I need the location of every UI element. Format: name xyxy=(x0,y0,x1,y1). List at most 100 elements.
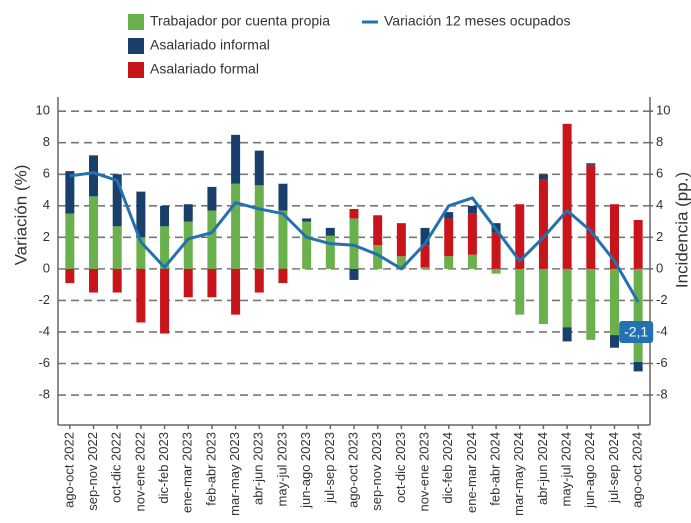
y2-tick-label: -2 xyxy=(656,292,668,307)
line-series xyxy=(69,171,640,303)
y2-tick-label: 8 xyxy=(656,134,663,149)
bar xyxy=(586,164,596,269)
legend-swatch xyxy=(128,38,144,54)
y-tick-label: 4 xyxy=(43,197,50,212)
x-tick-label: mar-may 2024 xyxy=(511,432,526,516)
bar xyxy=(444,256,454,269)
x-tick-label: dic-feb 2023 xyxy=(156,432,171,504)
bar xyxy=(278,210,288,269)
bar xyxy=(89,268,99,293)
legend-label: Trabajador por cuenta propia xyxy=(150,13,330,29)
bar xyxy=(183,204,193,222)
bar xyxy=(633,268,643,362)
x-tick-label: ago-oct 2022 xyxy=(61,432,76,508)
x-tick-label: dic-feb 2024 xyxy=(440,432,455,504)
bar xyxy=(491,232,501,269)
y2-tick-label: -4 xyxy=(656,323,668,338)
legend-swatch xyxy=(128,14,144,30)
bar xyxy=(207,210,217,269)
bar xyxy=(515,204,525,269)
bar xyxy=(112,226,122,269)
x-tick-label: jun-ago 2024 xyxy=(582,432,597,509)
bar xyxy=(609,268,619,336)
x-tick-label: jul-sep 2024 xyxy=(606,432,621,504)
legend-swatch xyxy=(128,62,144,78)
y-tick-label: 0 xyxy=(43,260,50,275)
bar xyxy=(254,185,264,269)
bar xyxy=(515,268,525,315)
y2-tick-label: 6 xyxy=(656,166,663,181)
bar xyxy=(325,235,335,269)
x-tick-label: may-jul 2023 xyxy=(274,432,289,506)
y-tick-label: -4 xyxy=(38,323,50,338)
legend-label: Asalariado informal xyxy=(150,37,270,53)
bar xyxy=(231,134,241,184)
x-tick-label: abr-jun 2023 xyxy=(251,432,266,505)
legend-label: Asalariado formal xyxy=(150,61,259,77)
bar xyxy=(420,245,430,268)
bar xyxy=(65,268,75,284)
y-tick-label: -6 xyxy=(38,355,50,370)
x-tick-label: ago-oct 2023 xyxy=(345,432,360,508)
x-tick-label: nov-ene 2022 xyxy=(132,432,147,512)
y-axis-label: Variación (%) xyxy=(11,165,30,266)
y2-tick-label: 2 xyxy=(656,229,663,244)
bar xyxy=(136,268,146,323)
y-tick-label: 10 xyxy=(36,103,50,118)
value-label-box xyxy=(619,321,654,343)
legend-label: Variación 12 meses ocupados xyxy=(384,13,571,29)
bar xyxy=(467,213,477,255)
y2-tick-label: 0 xyxy=(656,260,663,275)
bar xyxy=(586,163,596,165)
y2-tick-label: 10 xyxy=(656,103,670,118)
bar xyxy=(562,268,572,328)
x-tick-label: ene-mar 2024 xyxy=(464,432,479,513)
bar xyxy=(420,227,430,246)
x-tick-label: abr-jun 2024 xyxy=(535,432,550,505)
y-tick-label: -2 xyxy=(38,292,50,307)
bar xyxy=(444,218,454,257)
bar xyxy=(349,268,359,280)
bar xyxy=(183,221,193,269)
bar xyxy=(444,212,454,219)
y-tick-label: -8 xyxy=(38,386,50,401)
bar xyxy=(396,256,406,269)
bar xyxy=(207,186,217,211)
x-tick-label: jun-ago 2023 xyxy=(298,432,313,509)
bar xyxy=(89,155,99,197)
bar xyxy=(302,218,312,222)
bar xyxy=(420,267,430,269)
bar xyxy=(562,327,572,342)
x-tick-label: sep-nov 2023 xyxy=(369,432,384,511)
bar xyxy=(160,226,170,269)
bar xyxy=(562,123,572,269)
bar xyxy=(278,268,288,284)
bar xyxy=(467,254,477,269)
bar xyxy=(160,205,170,227)
bar xyxy=(231,183,241,269)
bar xyxy=(633,361,643,372)
y-tick-label: 2 xyxy=(43,229,50,244)
bar xyxy=(325,227,335,236)
y2-tick-label: -6 xyxy=(656,355,668,370)
bar xyxy=(396,223,406,257)
x-tick-label: may-jul 2024 xyxy=(559,432,574,506)
y2-tick-label: -8 xyxy=(656,386,668,401)
bar xyxy=(302,221,312,269)
y2-tick-label: 4 xyxy=(656,197,663,212)
y-tick-label: 8 xyxy=(43,134,50,149)
bar xyxy=(538,268,548,325)
value-label: -2,1 xyxy=(624,324,648,340)
bar xyxy=(65,171,75,214)
bar xyxy=(254,150,264,186)
bar xyxy=(538,179,548,269)
x-tick-label: oct-dic 2022 xyxy=(109,432,124,503)
x-tick-label: nov-ene 2023 xyxy=(416,432,431,512)
x-tick-label: jul-sep 2023 xyxy=(322,432,337,504)
x-tick-label: ago-oct 2024 xyxy=(630,432,645,508)
y-tick-label: 6 xyxy=(43,166,50,181)
bar xyxy=(136,237,146,269)
bar xyxy=(538,174,548,179)
bar xyxy=(278,183,288,211)
bar xyxy=(373,245,383,269)
